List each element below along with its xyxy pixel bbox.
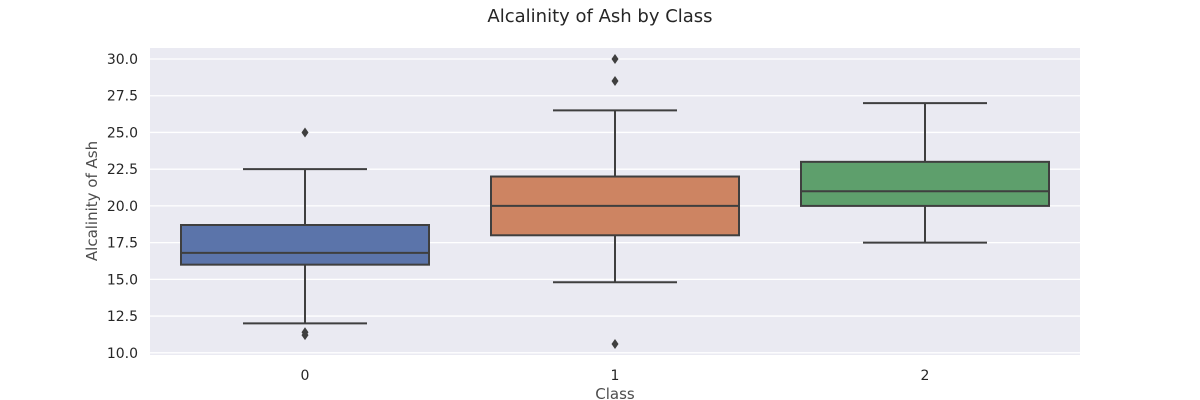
y-tick-label: 12.5 [107,309,138,325]
y-tick-label: 27.5 [107,89,138,105]
y-tick-label: 30.0 [107,52,138,68]
box [180,224,430,266]
y-tick-label: 10.0 [107,346,138,362]
outlier-point [611,338,619,349]
box-group [800,102,1050,244]
y-tick-labels: 10.0 12.5 15.0 17.5 20.0 22.5 25.0 27.5 30.0 [107,52,138,362]
outlier-point [301,330,309,341]
y-tick-label: 15.0 [107,272,138,288]
outlier-point [611,76,619,87]
y-tick-label: 25.0 [107,125,138,141]
x-tick-label: 0 [301,368,310,384]
x-tick-label: 2 [921,368,930,384]
box-group [180,127,430,341]
y-tick-label: 22.5 [107,162,138,178]
x-tick-labels: 0 1 2 [301,368,930,384]
y-tick-label: 20.0 [107,199,138,215]
outlier-point [301,127,309,138]
outlier-point [611,54,619,65]
boxes [180,54,1050,349]
x-axis-label: Class [595,385,635,400]
y-axis-label: Alcalinity of Ash [83,141,101,261]
box-group [490,54,740,349]
box [800,160,1050,207]
y-tick-label: 17.5 [107,236,138,252]
chart-title: Alcalinity of Ash by Class [487,6,712,27]
x-tick-label: 1 [611,368,620,384]
